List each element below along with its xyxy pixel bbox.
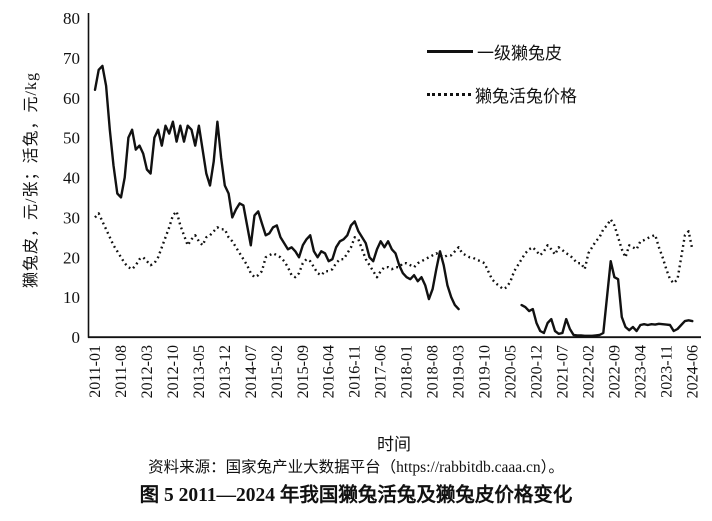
- y-tick-label-40: 40: [63, 169, 80, 188]
- price-line-chart: 0 10 20 30 40 50 60 70 80 2011-01 2011-08 2012-03 20…: [63, 9, 701, 398]
- figure-caption: 图 5 2011—2024 年我国獭兔活兔及獭兔皮价格变化: [139, 485, 573, 506]
- y-tick-label-60: 60: [63, 89, 80, 108]
- x-tick-label-2013-12: 2013-12: [217, 345, 234, 398]
- x-tick-label-2016-04: 2016-04: [321, 345, 338, 398]
- y-tick-label-70: 70: [63, 49, 80, 68]
- x-tick-label-2019-10: 2019-10: [477, 345, 494, 398]
- y-axis-title: 獭兔皮，元/张；活兔，元/kg: [23, 72, 40, 288]
- x-tick-label-2016-11: 2016-11: [347, 345, 364, 398]
- x-axis-title: 时间: [377, 435, 411, 454]
- x-tick-label-2013-05: 2013-05: [191, 345, 208, 398]
- y-tick-label-50: 50: [63, 129, 80, 148]
- data-source-note: 资料来源：国家兔产业大数据平台（https://rabbitdb.caaa.cn…: [148, 459, 564, 476]
- x-tick-label-2017-06: 2017-06: [373, 345, 390, 398]
- x-tick-label-2020-12: 2020-12: [529, 345, 546, 398]
- x-tick-label-2011-08: 2011-08: [113, 345, 130, 398]
- x-tick-label-2018-08: 2018-08: [425, 345, 442, 398]
- x-tick-label-2019-03: 2019-03: [451, 345, 468, 398]
- series-line-pelt-price: [93, 64, 694, 337]
- x-tick-label-2022-09: 2022-09: [606, 345, 623, 398]
- x-tick-label-2012-03: 2012-03: [139, 345, 156, 398]
- x-tick-label-2015-02: 2015-02: [269, 345, 286, 398]
- x-tick-label-2014-07: 2014-07: [243, 345, 260, 398]
- x-tick-label-2011-01: 2011-01: [87, 345, 104, 398]
- y-tick-label-10: 10: [63, 288, 80, 307]
- chart-legend: 一级獭兔皮 獭兔活兔价格: [427, 40, 577, 126]
- legend-item-live-rabbit: 獭兔活兔价格: [427, 83, 577, 106]
- solid-line-icon: [427, 49, 473, 53]
- x-tick-label-2015-09: 2015-09: [295, 345, 312, 398]
- series-line-live-rabbit-price: [94, 210, 694, 291]
- y-tick-label-20: 20: [63, 248, 80, 267]
- x-tick-label-2012-10: 2012-10: [165, 345, 182, 398]
- x-tick-label-2023-11: 2023-11: [658, 345, 675, 398]
- y-tick-label-80: 80: [63, 9, 80, 28]
- legend-label-pelt: 一级獭兔皮: [477, 43, 562, 63]
- x-tick-label-2022-02: 2022-02: [580, 345, 597, 398]
- y-tick-label-0: 0: [72, 328, 81, 347]
- legend-label-live-rabbit: 獭兔活兔价格: [475, 86, 577, 106]
- x-tick-label-2020-05: 2020-05: [503, 345, 520, 398]
- legend-item-pelt: 一级獭兔皮: [427, 40, 577, 63]
- x-tick-label-2018-01: 2018-01: [399, 345, 416, 398]
- dotted-line-icon: [427, 92, 471, 96]
- x-tick-label-2023-04: 2023-04: [632, 345, 649, 398]
- x-tick-label-2021-07: 2021-07: [554, 345, 571, 398]
- y-tick-label-30: 30: [63, 208, 80, 227]
- x-tick-label-2024-06: 2024-06: [684, 345, 701, 398]
